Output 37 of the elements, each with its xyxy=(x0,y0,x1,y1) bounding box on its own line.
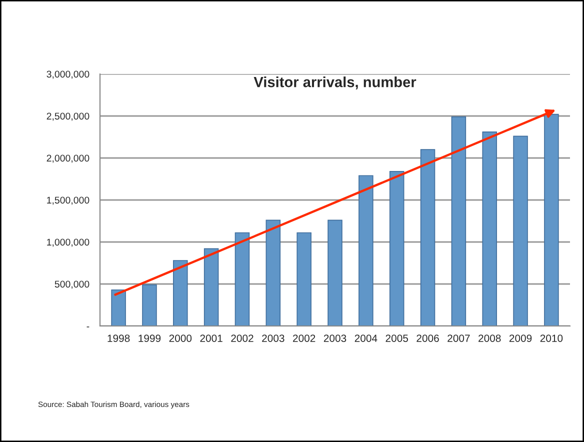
chart-title: Visitor arrivals, number xyxy=(254,76,416,90)
bar xyxy=(389,171,404,326)
bar xyxy=(420,149,436,326)
x-tick-label: 2005 xyxy=(386,334,408,342)
y-tick-label: 2,500,000 xyxy=(46,112,90,121)
x-tick-label: 2006 xyxy=(416,334,439,342)
x-tick-label: 2009 xyxy=(509,334,532,342)
x-tick-label: 2010 xyxy=(540,334,563,342)
bar xyxy=(234,232,250,326)
y-tick-label: 3,000,000 xyxy=(46,70,90,79)
x-tick-label: 2008 xyxy=(478,334,501,342)
bar xyxy=(296,232,312,326)
y-tick-label: 2,000,000 xyxy=(46,154,90,163)
x-tick-label: 2000 xyxy=(169,334,192,342)
bar xyxy=(482,132,497,326)
y-tick-label: - xyxy=(86,326,90,328)
x-tick-label: 2001 xyxy=(200,334,222,342)
y-tick-label: 1,000,000 xyxy=(47,238,90,247)
bar xyxy=(358,175,374,326)
x-tick-label: 1999 xyxy=(138,334,161,342)
bar xyxy=(204,248,219,326)
bar xyxy=(266,220,281,326)
y-tick-label: 500,000 xyxy=(54,280,90,289)
x-tick-label: 1998 xyxy=(108,334,130,342)
x-tick-label: 2004 xyxy=(354,334,378,342)
bar xyxy=(513,136,528,326)
bar xyxy=(451,116,466,326)
bar xyxy=(111,289,126,326)
x-tick-label: 2002 xyxy=(293,334,316,342)
x-tick-label: 2003 xyxy=(262,334,284,342)
bar xyxy=(173,260,188,326)
bar xyxy=(142,284,157,326)
bar xyxy=(328,220,342,326)
x-tick-label: 2007 xyxy=(448,334,470,342)
x-tick-label: 2003 xyxy=(324,334,346,342)
y-tick-label: 1,500,000 xyxy=(47,196,90,205)
x-tick-label: 2002 xyxy=(231,334,254,342)
